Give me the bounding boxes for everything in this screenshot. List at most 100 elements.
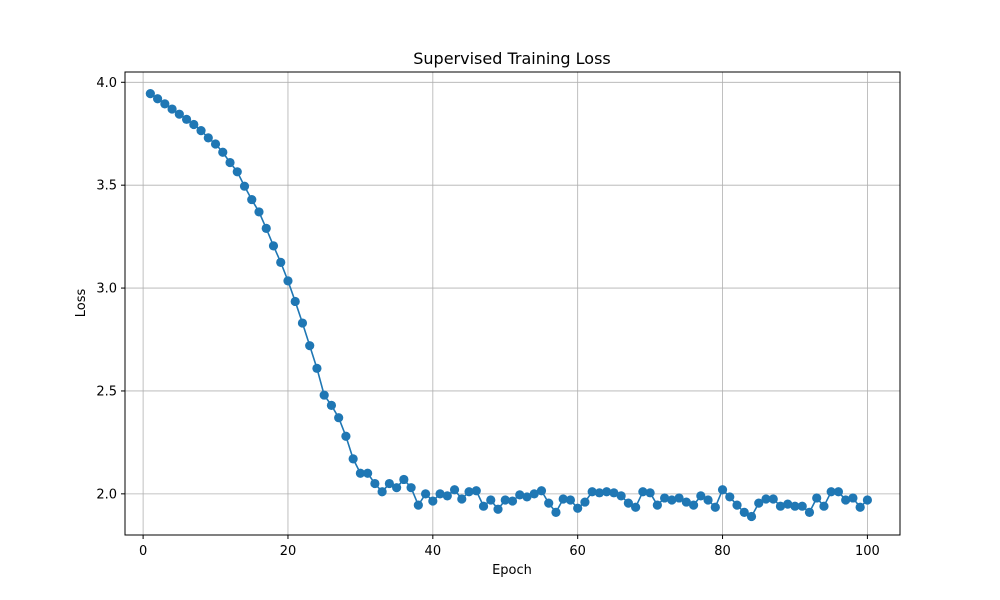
loss-data-point (616, 491, 626, 501)
y-axis-label: Loss (74, 289, 89, 318)
plot-frame (124, 71, 901, 536)
loss-data-point (609, 488, 619, 498)
loss-data-point (319, 390, 329, 400)
loss-data-point (739, 507, 749, 517)
loss-data-point (761, 494, 771, 504)
loss-data-point (667, 495, 677, 505)
loss-data-point (819, 501, 829, 511)
x-tick-label: 60 (569, 544, 586, 559)
loss-data-point (790, 501, 800, 511)
loss-data-point (239, 181, 250, 191)
loss-data-point (522, 492, 532, 502)
tick-marks: 0 20 40 60 80 100 2.0 2.5 3.0 3.5 4.0 (96, 76, 880, 559)
loss-data-point (268, 241, 279, 251)
loss-data-point (674, 493, 684, 503)
loss-data-point (746, 511, 757, 522)
loss-data-point (652, 500, 662, 510)
x-tick-label: 80 (714, 544, 731, 559)
loss-data-point (645, 488, 655, 498)
loss-data-point (797, 501, 807, 511)
loss-data-point (297, 318, 308, 328)
loss-data-point (160, 99, 170, 109)
loss-data-point (449, 485, 460, 495)
loss-data-point (247, 194, 257, 205)
x-tick-label: 100 (855, 544, 880, 559)
loss-data-point (688, 500, 699, 510)
loss-data-point (174, 109, 184, 119)
loss-data-point (594, 488, 605, 498)
loss-data-point (326, 400, 337, 410)
loss-data-point (486, 495, 496, 505)
loss-data-point (710, 502, 720, 512)
loss-data-point (210, 139, 221, 149)
loss-data-point (536, 486, 547, 496)
loss-data-point (348, 454, 358, 464)
loss-data-point (261, 223, 271, 233)
loss-data-point (623, 498, 633, 508)
loss-data-point (660, 493, 670, 503)
loss-data-point (305, 341, 315, 351)
loss-data-point (529, 489, 539, 499)
y-tick-label: 4.0 (96, 76, 117, 91)
loss-data-point (413, 500, 423, 510)
y-tick-label: 3.0 (96, 282, 117, 297)
loss-data-point (493, 504, 503, 514)
y-tick-label: 3.5 (96, 179, 117, 194)
loss-data-point (500, 495, 510, 505)
loss-data-point (420, 489, 431, 499)
loss-data-point (507, 496, 518, 506)
loss-data-point (290, 296, 300, 307)
loss-data-point (406, 483, 416, 493)
loss-data-point (370, 478, 380, 489)
x-tick-label: 40 (425, 544, 442, 559)
loss-data-point (551, 507, 561, 517)
loss-data-point (862, 495, 873, 505)
loss-data-point (392, 483, 402, 493)
loss-data-point (826, 487, 836, 497)
loss-data-point (196, 126, 206, 136)
loss-data-point (848, 493, 858, 503)
loss-data-point (355, 468, 365, 478)
loss-data-point (457, 494, 467, 504)
series-layer (145, 89, 873, 522)
loss-data-point (573, 503, 583, 513)
loss-data-point (428, 496, 438, 506)
loss-data-point (384, 478, 394, 489)
loss-data-point (152, 94, 163, 104)
loss-data-point (841, 495, 851, 505)
x-tick-label: 0 (139, 544, 147, 559)
loss-data-point (478, 501, 489, 511)
grid-lines (125, 72, 900, 535)
loss-data-point (717, 485, 728, 495)
loss-data-point (435, 489, 445, 499)
loss-data-point (631, 502, 641, 512)
loss-data-point (312, 363, 322, 373)
x-axis-label: Epoch (492, 563, 532, 578)
loss-data-point (363, 468, 373, 478)
chart-title: Supervised Training Loss (413, 49, 611, 68)
loss-data-point (732, 500, 742, 510)
loss-data-point (812, 493, 822, 503)
loss-data-point (775, 501, 786, 511)
loss-data-point (515, 490, 525, 500)
loss-data-point (638, 487, 648, 497)
loss-data-point (754, 498, 764, 508)
loss-data-point (189, 119, 199, 130)
loss-data-point (203, 133, 213, 143)
loss-data-point (558, 494, 568, 504)
loss-data-point (804, 507, 815, 517)
loss-data-point (225, 157, 235, 168)
loss-data-point (276, 257, 286, 267)
loss-data-point (783, 499, 793, 509)
loss-data-point (218, 147, 228, 157)
loss-data-point (580, 497, 590, 507)
loss-data-point (377, 487, 387, 497)
loss-data-point (442, 491, 452, 501)
x-tick-label: 20 (280, 544, 297, 559)
loss-data-point (181, 114, 192, 124)
loss-data-point (725, 492, 735, 502)
loss-data-point (703, 495, 713, 505)
loss-data-point (602, 487, 612, 497)
